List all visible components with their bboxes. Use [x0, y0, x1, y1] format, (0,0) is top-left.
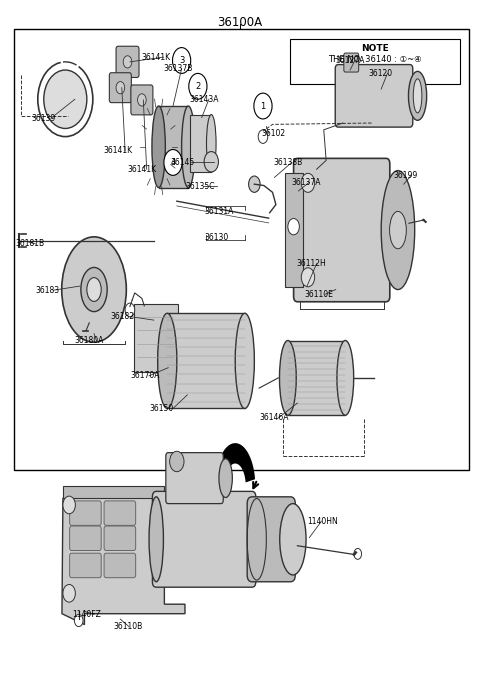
FancyBboxPatch shape	[131, 85, 153, 115]
Circle shape	[258, 130, 268, 144]
Ellipse shape	[390, 211, 406, 249]
Text: 36131A: 36131A	[204, 207, 233, 216]
Ellipse shape	[408, 72, 427, 121]
Circle shape	[164, 150, 182, 175]
Text: 36141K: 36141K	[142, 52, 171, 61]
Ellipse shape	[413, 79, 422, 113]
Ellipse shape	[87, 278, 101, 302]
FancyBboxPatch shape	[104, 526, 136, 550]
FancyBboxPatch shape	[70, 501, 101, 525]
FancyBboxPatch shape	[70, 553, 101, 577]
Ellipse shape	[157, 313, 177, 409]
FancyBboxPatch shape	[104, 501, 136, 525]
FancyBboxPatch shape	[109, 73, 132, 103]
Ellipse shape	[38, 62, 93, 137]
Text: 36170A: 36170A	[130, 371, 159, 381]
FancyBboxPatch shape	[134, 304, 178, 372]
FancyBboxPatch shape	[167, 313, 245, 409]
Text: 36102: 36102	[262, 129, 286, 138]
Circle shape	[301, 268, 315, 287]
Text: 36110B: 36110B	[113, 622, 143, 631]
Text: 36130: 36130	[204, 234, 228, 242]
Circle shape	[125, 303, 135, 317]
Circle shape	[301, 174, 315, 192]
FancyBboxPatch shape	[153, 492, 256, 587]
Circle shape	[189, 74, 207, 99]
Text: 36183: 36183	[35, 286, 59, 295]
Ellipse shape	[181, 106, 195, 187]
Text: 1140HN: 1140HN	[307, 517, 338, 526]
Text: 36112H: 36112H	[297, 259, 326, 268]
FancyBboxPatch shape	[116, 46, 139, 78]
FancyBboxPatch shape	[285, 173, 303, 287]
Text: 36138B: 36138B	[274, 158, 303, 167]
Text: 36135C: 36135C	[185, 182, 215, 191]
Ellipse shape	[337, 340, 354, 415]
Text: 2: 2	[195, 82, 201, 91]
Text: 1: 1	[260, 101, 265, 110]
FancyBboxPatch shape	[288, 340, 345, 415]
Text: 3: 3	[179, 56, 184, 65]
Circle shape	[172, 48, 191, 74]
Circle shape	[288, 219, 300, 235]
Circle shape	[354, 548, 361, 559]
Text: 36120: 36120	[368, 69, 392, 78]
Text: NOTE: NOTE	[361, 44, 389, 52]
FancyBboxPatch shape	[247, 497, 295, 582]
Ellipse shape	[152, 106, 165, 187]
Ellipse shape	[204, 152, 218, 172]
Text: 36110E: 36110E	[305, 290, 334, 299]
Ellipse shape	[381, 171, 415, 289]
Circle shape	[138, 94, 146, 106]
FancyBboxPatch shape	[63, 486, 164, 498]
Polygon shape	[217, 443, 255, 482]
Text: 36137B: 36137B	[163, 64, 193, 73]
FancyBboxPatch shape	[158, 106, 188, 187]
Text: 36145: 36145	[170, 158, 195, 167]
FancyBboxPatch shape	[104, 553, 136, 577]
Text: 36180A: 36180A	[75, 336, 104, 345]
FancyBboxPatch shape	[166, 453, 223, 504]
FancyBboxPatch shape	[70, 526, 101, 550]
Text: 1140FZ: 1140FZ	[72, 610, 101, 619]
Text: 36182: 36182	[111, 312, 135, 321]
Text: 36127A: 36127A	[336, 56, 365, 65]
Ellipse shape	[279, 340, 296, 415]
Text: 36100A: 36100A	[217, 16, 263, 29]
Text: THE NO. 36140 : ①~④: THE NO. 36140 : ①~④	[328, 55, 422, 64]
FancyBboxPatch shape	[335, 65, 413, 127]
Circle shape	[169, 452, 184, 472]
Ellipse shape	[280, 504, 306, 575]
Text: 36143A: 36143A	[190, 95, 219, 104]
Ellipse shape	[81, 268, 107, 312]
Circle shape	[249, 176, 260, 192]
Circle shape	[74, 614, 83, 627]
Circle shape	[63, 496, 75, 513]
Polygon shape	[62, 498, 185, 624]
Text: 36139: 36139	[32, 114, 56, 123]
Text: 36141K: 36141K	[128, 165, 156, 174]
Circle shape	[116, 82, 125, 94]
Ellipse shape	[62, 237, 126, 342]
Text: 36141K: 36141K	[104, 146, 133, 155]
Ellipse shape	[44, 70, 87, 129]
FancyBboxPatch shape	[190, 114, 211, 172]
Circle shape	[123, 56, 132, 68]
Ellipse shape	[235, 313, 254, 409]
Text: 4: 4	[170, 158, 176, 167]
FancyBboxPatch shape	[290, 39, 460, 84]
Text: 36199: 36199	[393, 171, 418, 180]
FancyBboxPatch shape	[14, 29, 469, 470]
Circle shape	[63, 584, 75, 602]
Text: 36146A: 36146A	[259, 413, 288, 422]
Ellipse shape	[149, 497, 163, 582]
Ellipse shape	[219, 459, 232, 498]
Text: 36150: 36150	[149, 404, 173, 413]
FancyBboxPatch shape	[344, 53, 359, 72]
Ellipse shape	[206, 114, 216, 172]
Circle shape	[254, 93, 272, 119]
FancyBboxPatch shape	[294, 159, 390, 302]
Text: 36137A: 36137A	[292, 178, 321, 187]
Text: 36181B: 36181B	[15, 240, 44, 249]
